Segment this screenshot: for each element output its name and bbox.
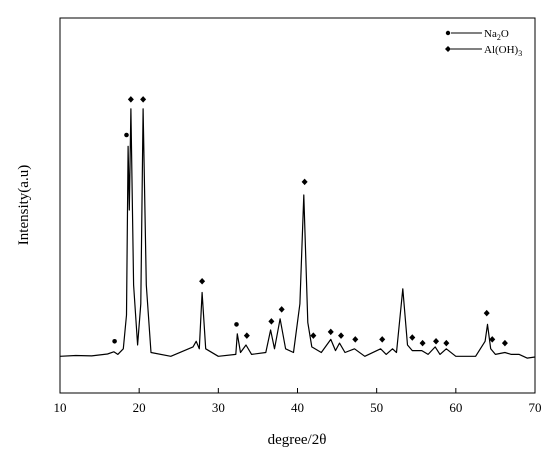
x-tick-label: 10: [54, 400, 67, 415]
plot-frame: [59, 17, 536, 394]
legend-item-na2o: Na2O: [445, 28, 509, 42]
x-tick-label: 60: [449, 400, 462, 415]
legend-aloh3-marker: [445, 46, 451, 52]
legend-na2o-marker: [445, 30, 451, 36]
aloh3-marker: [443, 339, 450, 347]
x-axis-title: degree/2θ: [268, 432, 327, 448]
aloh3-marker: [352, 336, 359, 343]
na2o-marker: [234, 322, 239, 327]
x-axis-tick-labels: 10 20 30 40 50 60 70: [54, 400, 542, 415]
aloh3-marker: [379, 336, 386, 343]
x-tick-label: 20: [133, 400, 146, 415]
aloh3-marker: [501, 339, 508, 347]
aloh3-peak-markers: [127, 96, 508, 347]
aloh3-marker: [419, 339, 426, 347]
aloh3-marker: [140, 96, 147, 103]
aloh3-marker: [338, 332, 345, 339]
x-tick-label: 70: [529, 400, 542, 415]
aloh3-marker: [433, 338, 440, 345]
x-tick-label: 40: [291, 400, 304, 415]
aloh3-marker: [268, 318, 275, 325]
aloh3-marker: [278, 306, 285, 313]
aloh3-marker: [489, 336, 496, 343]
aloh3-marker: [327, 328, 334, 336]
aloh3-marker: [310, 332, 317, 339]
legend: Na2O Al(OH)3: [445, 28, 522, 58]
aloh3-marker: [409, 334, 416, 341]
legend-aloh3-label: Al(OH)3: [484, 44, 522, 58]
x-tick-label: 30: [212, 400, 225, 415]
na2o-peak-markers: [112, 132, 239, 344]
x-axis-ticks: [59, 388, 536, 393]
y-axis-title: Intensity(a.u): [16, 165, 32, 245]
aloh3-marker: [199, 278, 206, 285]
na2o-marker: [112, 339, 117, 344]
na2o-marker: [124, 132, 129, 138]
xrd-pattern-line: [59, 108, 536, 359]
aloh3-marker: [243, 332, 250, 339]
aloh3-marker: [483, 309, 490, 317]
legend-item-aloh3: Al(OH)3: [445, 44, 522, 58]
legend-na2o-label: Na2O: [484, 28, 509, 42]
x-tick-label: 50: [370, 400, 383, 415]
aloh3-marker: [127, 96, 134, 103]
aloh3-marker: [301, 178, 308, 186]
